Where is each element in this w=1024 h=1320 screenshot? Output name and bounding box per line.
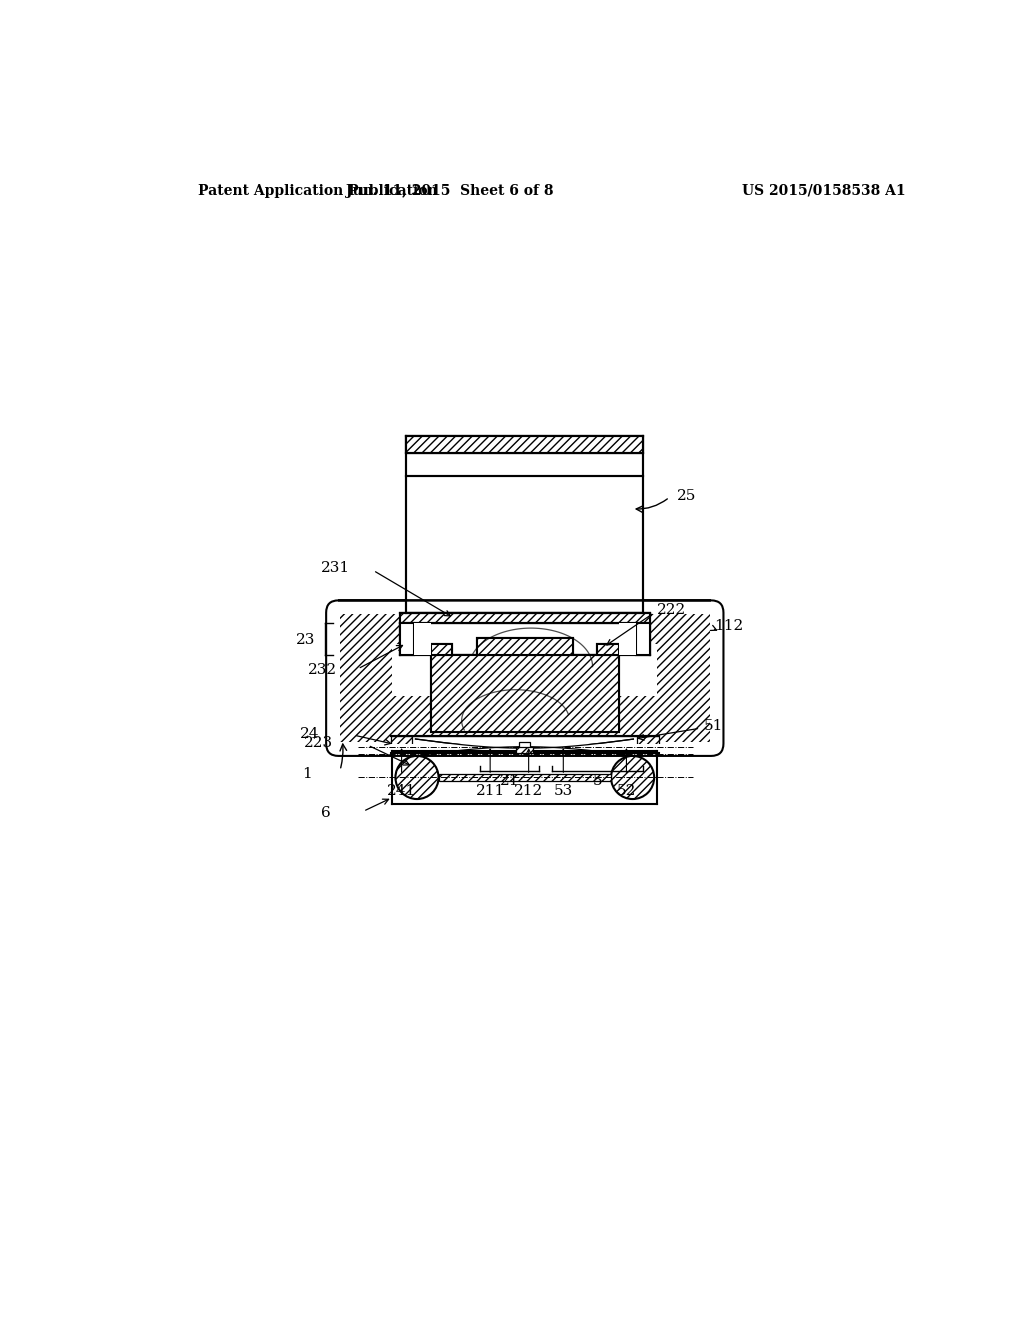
FancyArrowPatch shape — [356, 735, 390, 744]
Text: Patent Application Publication: Patent Application Publication — [199, 183, 438, 198]
Text: 211: 211 — [475, 784, 505, 799]
Bar — [597, 644, 618, 655]
Text: 222: 222 — [657, 603, 686, 618]
Bar — [407, 436, 643, 453]
FancyArrowPatch shape — [340, 744, 347, 768]
Circle shape — [611, 756, 654, 799]
Bar — [414, 623, 636, 655]
Text: FIG.6: FIG.6 — [496, 1074, 554, 1093]
Bar — [519, 742, 530, 752]
Bar — [514, 718, 536, 733]
Bar — [392, 752, 657, 805]
Bar — [438, 774, 611, 781]
Bar — [414, 623, 431, 655]
Bar — [477, 638, 572, 655]
Bar — [391, 614, 658, 644]
Bar — [391, 696, 658, 742]
FancyArrowPatch shape — [366, 799, 388, 810]
FancyBboxPatch shape — [326, 601, 724, 756]
Bar — [407, 436, 643, 453]
Bar — [413, 737, 637, 752]
Bar — [621, 737, 658, 752]
Text: 24: 24 — [300, 726, 319, 741]
Bar — [400, 612, 649, 623]
Text: 52: 52 — [616, 784, 636, 799]
Bar — [400, 612, 649, 623]
FancyArrowPatch shape — [711, 626, 717, 631]
Bar — [407, 475, 643, 612]
Text: 23: 23 — [296, 632, 315, 647]
Text: 5: 5 — [593, 775, 602, 788]
Bar — [407, 453, 643, 475]
Text: 223: 223 — [304, 735, 333, 750]
Text: US 2015/0158538 A1: US 2015/0158538 A1 — [741, 183, 905, 198]
Bar — [408, 739, 642, 756]
Text: 212: 212 — [514, 784, 544, 799]
Bar — [477, 638, 572, 655]
Bar — [431, 644, 453, 655]
Text: 25: 25 — [677, 488, 696, 503]
Text: 1: 1 — [302, 767, 311, 781]
Text: 231: 231 — [321, 561, 350, 576]
Bar — [431, 644, 453, 655]
Text: 21: 21 — [500, 775, 519, 788]
Text: 53: 53 — [554, 784, 572, 799]
Bar — [431, 655, 618, 733]
Text: Jun. 11, 2015  Sheet 6 of 8: Jun. 11, 2015 Sheet 6 of 8 — [346, 183, 554, 198]
Bar — [438, 774, 611, 781]
Bar — [391, 737, 429, 752]
Text: 241: 241 — [387, 784, 416, 799]
Bar — [618, 623, 636, 655]
FancyArrowPatch shape — [376, 572, 451, 616]
Bar — [340, 614, 392, 742]
Bar — [431, 655, 618, 733]
Bar — [131, 743, 920, 1175]
Text: 232: 232 — [308, 664, 337, 677]
Circle shape — [395, 756, 438, 799]
Bar — [131, 598, 339, 743]
Bar — [636, 623, 649, 655]
FancyArrowPatch shape — [636, 499, 668, 512]
Text: 6: 6 — [321, 807, 331, 820]
Circle shape — [611, 756, 654, 799]
FancyArrowPatch shape — [607, 614, 652, 645]
FancyArrowPatch shape — [638, 729, 697, 741]
Text: 112: 112 — [714, 619, 743, 632]
Bar — [597, 644, 618, 655]
Bar — [400, 623, 414, 655]
Bar — [636, 623, 649, 655]
Bar — [711, 598, 865, 743]
Bar — [657, 614, 710, 742]
Bar — [400, 623, 414, 655]
FancyArrowPatch shape — [371, 746, 410, 766]
FancyArrowPatch shape — [360, 645, 402, 668]
Text: 51: 51 — [703, 719, 723, 733]
Circle shape — [395, 756, 438, 799]
Bar — [516, 747, 534, 752]
